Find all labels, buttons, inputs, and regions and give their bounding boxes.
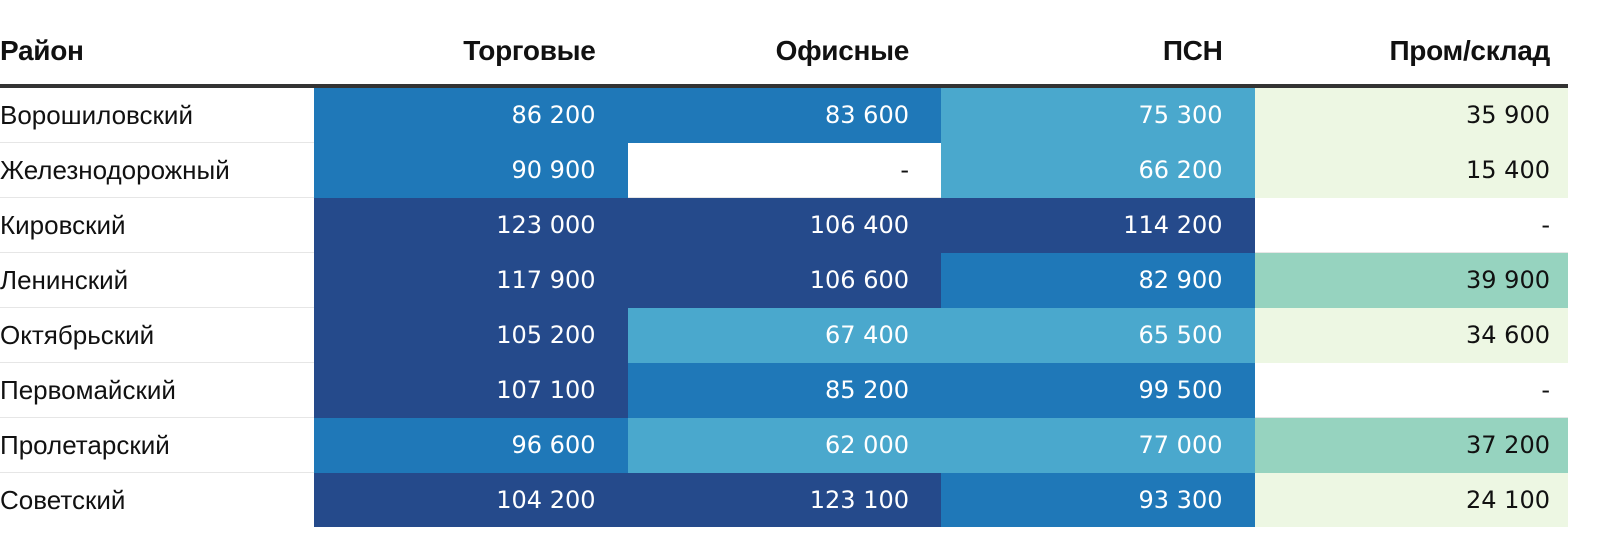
psn-value-cell: 75 300 — [941, 86, 1255, 143]
table-header: Район Торговые Офисные ПСН Пром/склад — [0, 18, 1568, 88]
retail-value-cell: 123 000 — [314, 197, 628, 253]
table-row: Советский 104 200 123 100 93 300 24 100 — [0, 472, 1568, 527]
district-cell: Советский — [0, 484, 126, 515]
psn-value-cell: 65 500 — [941, 307, 1255, 363]
office-value-cell: 62 000 — [627, 417, 941, 473]
header-psn: ПСН — [941, 18, 1255, 88]
header-district: Район — [0, 18, 314, 88]
district-cell: Ленинский — [0, 252, 314, 308]
district-cell: Железнодорожный — [0, 142, 314, 198]
retail-value-cell: 86 200 — [314, 86, 628, 143]
psn-value-cell: 66 200 — [941, 142, 1255, 198]
retail-value-cell: 105 200 — [314, 307, 628, 363]
header-row: Район Торговые Офисные ПСН Пром/склад — [0, 18, 1568, 88]
psn-value-cell: 77 000 — [941, 417, 1255, 473]
industrial-value-cell: - — [1254, 362, 1568, 418]
office-value-cell: 83 600 — [627, 86, 941, 143]
office-value-cell: 106 400 — [627, 197, 941, 253]
industrial-value-cell: 34 600 — [1254, 307, 1568, 363]
district-cell: Октябрьский — [0, 307, 314, 363]
psn-value-cell: 82 900 — [941, 252, 1255, 308]
retail-value-cell: 117 900 — [314, 252, 628, 308]
table-row: Пролетарский 96 600 62 000 77 000 37 200 — [0, 417, 1568, 473]
district-cell: Кировский — [0, 197, 314, 253]
office-value-cell: - — [627, 142, 941, 198]
table-row: Ленинский 117 900 106 600 82 900 39 900 — [0, 252, 1568, 308]
table-row: Первомайский 107 100 85 200 99 500- — [0, 362, 1568, 418]
office-value-cell: 123 100 — [627, 472, 941, 527]
header-office: Офисные — [627, 18, 941, 88]
header-industrial: Пром/склад — [1254, 18, 1568, 88]
retail-value-cell: 107 100 — [314, 362, 628, 418]
office-value-cell: 106 600 — [627, 252, 941, 308]
industrial-value-cell: 37 200 — [1254, 417, 1568, 473]
office-value-cell: 67 400 — [627, 307, 941, 363]
industrial-value-cell: 24 100 — [1254, 472, 1568, 527]
district-cell: Пролетарский — [0, 417, 314, 473]
retail-value-cell: 96 600 — [314, 417, 628, 473]
table-row: Кировский 123 000 106 400 114 200- — [0, 197, 1568, 253]
retail-value-cell: 90 900 — [314, 142, 628, 198]
table-body: Ворошиловский 86 200 83 600 75 300 35 900 Жел… — [0, 86, 1568, 527]
industrial-value-cell: 39 900 — [1254, 252, 1568, 308]
table-row: Железнодорожный 90 900-66 200 15 400 — [0, 142, 1568, 198]
header-retail: Торговые — [314, 18, 628, 88]
retail-value-cell: 104 200 — [314, 472, 628, 527]
price-table: Район Торговые Офисные ПСН Пром/склад Во… — [0, 18, 1568, 527]
psn-value-cell: 99 500 — [941, 362, 1255, 418]
office-value-cell: 85 200 — [627, 362, 941, 418]
district-cell: Ворошиловский — [0, 86, 314, 143]
psn-value-cell: 93 300 — [941, 472, 1255, 527]
table-row: Октябрьский 105 200 67 400 65 500 34 600 — [0, 307, 1568, 363]
industrial-value-cell: - — [1254, 197, 1568, 253]
industrial-value-cell: 35 900 — [1254, 86, 1568, 143]
industrial-value-cell: 15 400 — [1254, 142, 1568, 198]
district-cell: Первомайский — [0, 362, 314, 418]
psn-value-cell: 114 200 — [941, 197, 1255, 253]
table-row: Ворошиловский 86 200 83 600 75 300 35 900 — [0, 86, 1568, 143]
